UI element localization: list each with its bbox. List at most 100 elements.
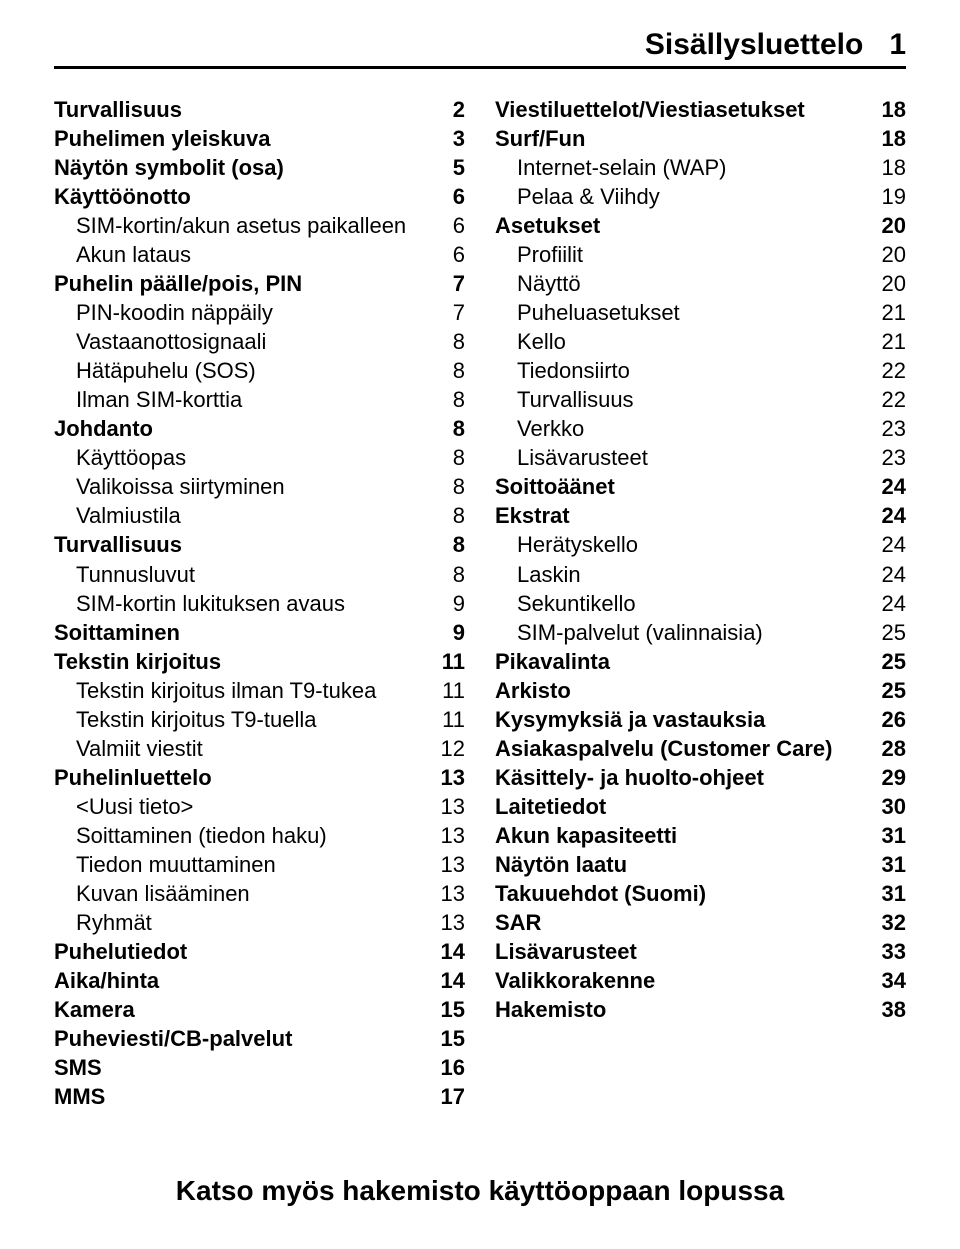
toc-row: Kysymyksiä ja vastauksia26 (495, 705, 906, 734)
toc-row: Tekstin kirjoitus 11 (54, 647, 465, 676)
toc-page: 8 (453, 356, 465, 385)
toc-label: Turvallisuus (54, 95, 182, 124)
toc-row: Turvallisuus 8 (54, 530, 465, 559)
toc-page: 8 (453, 414, 465, 443)
toc-label: Tekstin kirjoitus (54, 647, 221, 676)
toc-label: Hätäpuhelu (SOS) (76, 356, 256, 385)
toc-page: 18 (882, 124, 906, 153)
toc-label: Internet-selain (WAP) (517, 153, 726, 182)
toc-label: Puhelimen yleiskuva (54, 124, 270, 153)
toc-label: Lisävarusteet (517, 443, 648, 472)
toc-label: Puhelin päälle/pois, PIN (54, 269, 302, 298)
toc-row: Käsittely- ja huolto-ohjeet 29 (495, 763, 906, 792)
toc-column-left: Turvallisuus2Puhelimen yleiskuva 3 Näytön … (54, 95, 465, 1111)
toc-page: 8 (453, 560, 465, 589)
toc-page: 6 (453, 211, 465, 240)
toc-row: Pelaa & Viihdy19 (495, 182, 906, 211)
toc-label: Arkisto (495, 676, 571, 705)
toc-page: 38 (882, 995, 906, 1024)
toc-row: SIM-kortin/akun asetus paikalleen6 (54, 211, 465, 240)
toc-label: Viestiluettelot/Viestiasetukset (495, 95, 805, 124)
toc-page: 22 (882, 385, 906, 414)
toc-page: 14 (441, 966, 465, 995)
toc-page: 23 (882, 443, 906, 472)
toc-row: Herätyskello24 (495, 530, 906, 559)
toc-label: Tekstin kirjoitus ilman T9-tukea (76, 676, 376, 705)
toc-row: Profiilit20 (495, 240, 906, 269)
toc-page: 7 (453, 298, 465, 327)
toc-label: Kysymyksiä ja vastauksia (495, 705, 765, 734)
toc-page: 21 (882, 327, 906, 356)
toc-row: Vastaanottosignaali8 (54, 327, 465, 356)
toc-label: Hakemisto (495, 995, 606, 1024)
toc-label: Turvallisuus (54, 530, 182, 559)
toc-label: Soittaminen (tiedon haku) (76, 821, 327, 850)
toc-label: Soittaminen (54, 618, 180, 647)
toc-page: 9 (453, 589, 465, 618)
toc-label: Puheluasetukset (517, 298, 680, 327)
toc-label: Herätyskello (517, 530, 638, 559)
toc-label: Valikkorakenne (495, 966, 655, 995)
toc-row: Hätäpuhelu (SOS) 8 (54, 356, 465, 385)
toc-page: 31 (882, 821, 906, 850)
toc-row: Tiedonsiirto22 (495, 356, 906, 385)
toc-label: Käsittely- ja huolto-ohjeet (495, 763, 764, 792)
toc-page: 15 (441, 995, 465, 1024)
toc-page: 8 (453, 327, 465, 356)
toc-page: 15 (441, 1024, 465, 1053)
toc-page: 24 (882, 472, 906, 501)
toc-page: 11 (442, 705, 465, 734)
toc-label: Valikoissa siirtyminen (76, 472, 285, 501)
toc-label: SIM-palvelut (valinnaisia) (517, 618, 763, 647)
toc-row: Turvallisuus2 (54, 95, 465, 124)
toc-page: 13 (441, 821, 465, 850)
toc-page: 3 (453, 124, 465, 153)
toc-page: 25 (882, 676, 906, 705)
toc-row: Valmiit viestit 12 (54, 734, 465, 763)
toc-page: 17 (441, 1082, 465, 1111)
toc-page: 20 (882, 240, 906, 269)
toc-label: Puhelutiedot (54, 937, 187, 966)
toc-label: Kamera (54, 995, 135, 1024)
toc-page: 13 (441, 763, 465, 792)
toc-page: 20 (882, 211, 906, 240)
footer-note: Katso myös hakemisto käyttöoppaan lopuss… (0, 1175, 960, 1207)
toc-label: <Uusi tieto> (76, 792, 193, 821)
toc-label: Verkko (517, 414, 584, 443)
toc-label: SIM-kortin lukituksen avaus (76, 589, 345, 618)
toc-column-right: Viestiluettelot/Viestiasetukset 18 Surf/Fu… (495, 95, 906, 1111)
toc-row: Tunnusluvut 8 (54, 560, 465, 589)
toc-row: Kamera 15 (54, 995, 465, 1024)
toc-page: 29 (882, 763, 906, 792)
toc-row: Tiedon muuttaminen13 (54, 850, 465, 879)
toc-page: 22 (882, 356, 906, 385)
toc-page: 8 (453, 530, 465, 559)
toc-page: 28 (882, 734, 906, 763)
toc-row: Puhelimen yleiskuva 3 (54, 124, 465, 153)
toc-label: Ilman SIM-korttia (76, 385, 242, 414)
toc-page: 7 (453, 269, 465, 298)
toc-row: Laskin24 (495, 560, 906, 589)
toc-page: 31 (882, 850, 906, 879)
toc-label: Surf/Fun (495, 124, 585, 153)
toc-label: Tunnusluvut (76, 560, 195, 589)
toc-row: Valikkorakenne34 (495, 966, 906, 995)
toc-label: Sekuntikello (517, 589, 636, 618)
toc-page: 25 (882, 647, 906, 676)
toc-label: Tekstin kirjoitus T9-tuella (76, 705, 316, 734)
toc-label: PIN-koodin näppäily (76, 298, 273, 327)
toc-row: MMS17 (54, 1082, 465, 1111)
toc-label: Valmiit viestit (76, 734, 203, 763)
toc-row: SMS16 (54, 1053, 465, 1082)
toc-label: Näytön symbolit (osa) (54, 153, 284, 182)
toc-page: 18 (882, 153, 906, 182)
toc-row: Internet-selain (WAP) 18 (495, 153, 906, 182)
toc-row: Käyttöopas8 (54, 443, 465, 472)
toc-row: Verkko23 (495, 414, 906, 443)
toc-page: 12 (441, 734, 465, 763)
toc-label: Pelaa & Viihdy (517, 182, 660, 211)
toc-label: Näytön laatu (495, 850, 627, 879)
toc-page: 11 (442, 647, 465, 676)
toc-label: Aika/hinta (54, 966, 159, 995)
toc-row: Turvallisuus22 (495, 385, 906, 414)
